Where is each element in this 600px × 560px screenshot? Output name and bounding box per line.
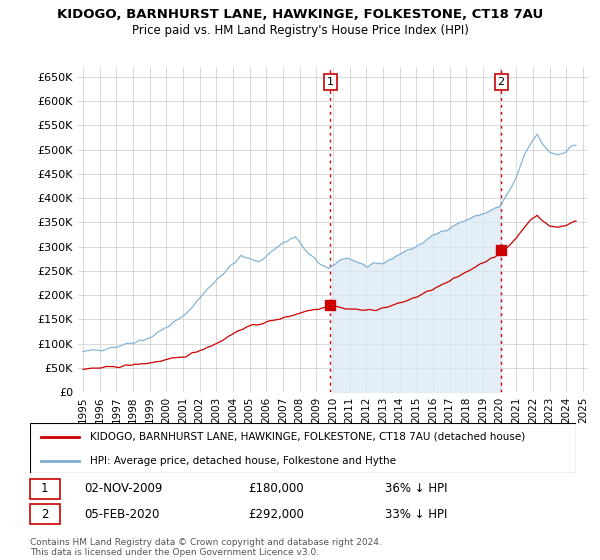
Bar (30, 479, 60, 499)
Text: £180,000: £180,000 (248, 482, 304, 495)
Text: 36% ↓ HPI: 36% ↓ HPI (385, 482, 448, 495)
Text: 2: 2 (41, 508, 49, 521)
Text: 1: 1 (41, 482, 49, 495)
Text: Contains HM Land Registry data © Crown copyright and database right 2024.
This d: Contains HM Land Registry data © Crown c… (30, 538, 382, 557)
Text: KIDOGO, BARNHURST LANE, HAWKINGE, FOLKESTONE, CT18 7AU: KIDOGO, BARNHURST LANE, HAWKINGE, FOLKES… (57, 8, 543, 21)
Text: £292,000: £292,000 (248, 508, 304, 521)
Bar (30, 504, 60, 524)
Text: 02-NOV-2009: 02-NOV-2009 (85, 482, 163, 495)
Text: 33% ↓ HPI: 33% ↓ HPI (385, 508, 447, 521)
Text: HPI: Average price, detached house, Folkestone and Hythe: HPI: Average price, detached house, Folk… (90, 456, 396, 465)
Text: 05-FEB-2020: 05-FEB-2020 (85, 508, 160, 521)
Text: Price paid vs. HM Land Registry's House Price Index (HPI): Price paid vs. HM Land Registry's House … (131, 24, 469, 36)
Text: KIDOGO, BARNHURST LANE, HAWKINGE, FOLKESTONE, CT18 7AU (detached house): KIDOGO, BARNHURST LANE, HAWKINGE, FOLKES… (90, 432, 526, 442)
Text: 1: 1 (327, 77, 334, 87)
Text: 2: 2 (497, 77, 505, 87)
